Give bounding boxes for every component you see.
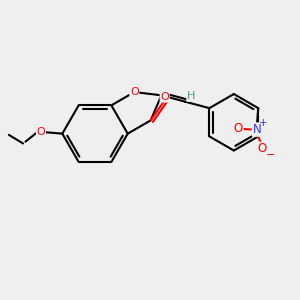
Text: H: H: [187, 91, 196, 101]
Text: −: −: [266, 150, 275, 161]
Text: N: N: [252, 123, 261, 136]
Text: O: O: [37, 127, 45, 137]
Text: O: O: [257, 142, 267, 155]
Text: O: O: [234, 122, 243, 136]
Text: O: O: [160, 92, 169, 102]
Text: +: +: [259, 118, 268, 128]
Text: O: O: [130, 87, 139, 97]
